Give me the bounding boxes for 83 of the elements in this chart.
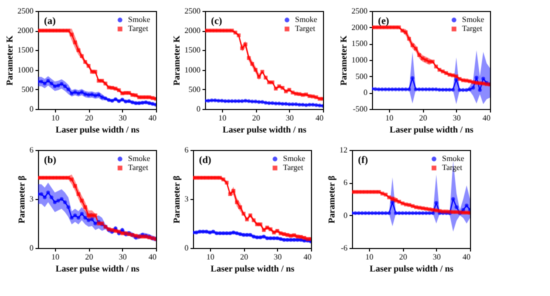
- x-tick-label: 30: [118, 114, 127, 122]
- x-axis-title: Laser pulse width / ns: [56, 264, 140, 274]
- x-tick-label: 40: [482, 114, 490, 122]
- y-tick-label: 12: [340, 146, 348, 154]
- x-tick-label: 10: [51, 252, 60, 262]
- y-tick-label: 6: [30, 146, 34, 154]
- x-tick-label: 40: [304, 252, 312, 262]
- x-tick-label: 20: [419, 114, 428, 122]
- y-tick-label: 2500: [184, 6, 200, 16]
- legend-label: Target: [295, 24, 316, 33]
- y-tick-label: 1500: [352, 39, 368, 48]
- y-tick-label: 2500: [18, 6, 34, 16]
- y-tick-label: 1500: [184, 46, 200, 55]
- legend-label: Smoke: [128, 154, 151, 163]
- y-axis-title: Parameter K: [172, 35, 182, 86]
- annotation: (f): [358, 155, 368, 166]
- y-tick-label: -500: [352, 104, 368, 114]
- y-tick-label: 1000: [184, 65, 200, 74]
- x-axis-title: Laser pulse width / ns: [370, 264, 454, 274]
- y-tick-label: -6: [340, 244, 348, 252]
- y-tick-label: 0: [364, 88, 368, 98]
- legend-label: Target: [128, 24, 149, 33]
- x-tick-label: 40: [148, 252, 156, 262]
- annotation: (c): [211, 16, 222, 27]
- y-axis-title: Parameter β: [16, 175, 26, 224]
- y-tick-label: 2000: [18, 26, 34, 36]
- y-tick-label: 6: [184, 146, 188, 154]
- y-tick-label: 500: [356, 72, 368, 81]
- x-tick-label: 40: [316, 114, 324, 122]
- y-tick-label: 1500: [18, 46, 34, 55]
- x-axis-title: Laser pulse width / ns: [210, 264, 295, 274]
- y-axis-title: Parameter K: [338, 35, 348, 86]
- x-tick-label: 20: [240, 252, 248, 262]
- x-tick-label: 10: [51, 114, 60, 122]
- annotation: (a): [44, 16, 56, 27]
- y-tick-label: 500: [22, 84, 34, 94]
- x-tick-label: 10: [365, 252, 374, 262]
- y-tick-label: 0: [30, 104, 34, 114]
- y-tick-label: 2000: [352, 22, 368, 32]
- y-tick-label: 3: [184, 194, 188, 204]
- y-tick-label: 6: [344, 178, 348, 188]
- legend-label: Smoke: [295, 15, 318, 24]
- y-axis-title: Parameter K: [4, 35, 14, 86]
- x-tick-label: 20: [252, 114, 260, 122]
- legend-label: Smoke: [462, 15, 485, 24]
- y-tick-label: 0: [344, 210, 348, 220]
- x-tick-label: 10: [218, 114, 226, 122]
- x-tick-label: 20: [85, 114, 94, 122]
- y-tick-label: 0: [196, 104, 200, 114]
- legend-label: Smoke: [442, 154, 465, 163]
- legend-label: Target: [283, 163, 304, 172]
- y-axis-title: Parameter β: [172, 175, 182, 224]
- x-tick-label: 20: [399, 252, 408, 262]
- x-tick-label: 20: [85, 252, 94, 262]
- x-tick-label: 30: [432, 252, 441, 262]
- legend-label: Smoke: [283, 154, 306, 163]
- x-axis-title: Laser pulse width / ns: [56, 124, 140, 134]
- annotation: (e): [378, 16, 390, 27]
- y-tick-label: 3: [30, 194, 34, 204]
- y-axis-title: Parameter β: [326, 175, 336, 224]
- y-tick-label: 2500: [352, 6, 368, 16]
- y-tick-label: 0: [184, 244, 188, 252]
- y-tick-label: 0: [30, 244, 34, 252]
- annotation: (d): [199, 155, 212, 166]
- x-tick-label: 30: [452, 114, 461, 122]
- y-tick-label: 1000: [352, 56, 368, 64]
- x-tick-label: 30: [118, 252, 127, 262]
- y-tick-label: 500: [188, 84, 200, 94]
- x-tick-label: 30: [274, 252, 282, 262]
- legend-label: Target: [462, 24, 483, 33]
- x-tick-label: 10: [206, 252, 214, 262]
- x-tick-label: 40: [148, 114, 156, 122]
- x-tick-label: 10: [385, 114, 394, 122]
- legend-label: Target: [442, 163, 463, 172]
- annotation: (b): [44, 155, 56, 166]
- y-tick-label: 1000: [18, 65, 34, 74]
- y-tick-label: 2000: [184, 26, 200, 36]
- x-tick-label: 40: [462, 252, 470, 262]
- legend-label: Target: [128, 163, 149, 172]
- x-axis-title: Laser pulse width / ns: [222, 124, 307, 134]
- legend-label: Smoke: [128, 15, 151, 24]
- x-axis-title: Laser pulse width / ns: [390, 124, 474, 134]
- x-tick-label: 30: [286, 114, 294, 122]
